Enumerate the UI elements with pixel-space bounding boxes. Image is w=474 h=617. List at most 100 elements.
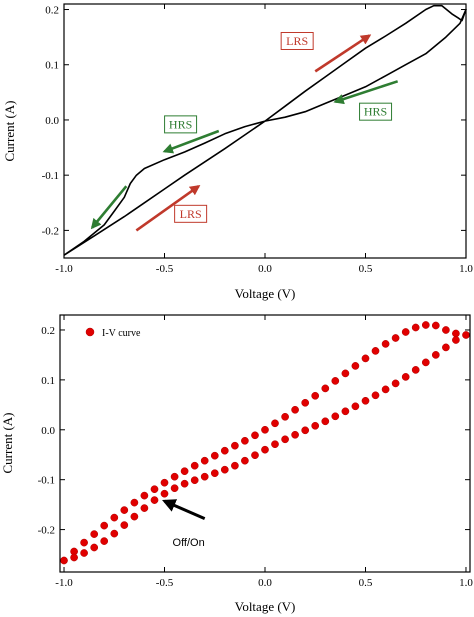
data-point [321,384,330,393]
arrow [162,499,206,520]
data-point [160,489,169,498]
data-point [442,343,450,352]
top-y-axis-label: Current (A) [2,100,17,161]
arrow [314,34,372,73]
top-plot-frame [63,3,467,259]
data-point [311,391,320,400]
top-iv-hysteresis-curve [63,4,467,256]
x-tick-label: 0.5 [359,263,373,275]
data-point [401,328,410,336]
x-tick-label: -0.5 [156,263,174,275]
data-point [150,485,159,494]
data-point [411,323,420,332]
bottom-plot-frame [59,314,471,573]
legend-label: I-V curve [102,328,141,339]
x-tick-label: -1.0 [55,577,73,589]
bottom-iv-scatter-points [60,321,470,565]
legend-marker [85,327,95,337]
data-point [190,461,199,470]
arrow [333,80,399,105]
data-point [200,456,209,465]
data-point [452,336,460,344]
annotation-label: Off/On [173,537,205,549]
y-tick-label: -0.2 [42,225,59,237]
data-point [341,407,350,416]
data-point [371,391,380,400]
bottom-arrows [162,499,206,520]
data-point [351,402,360,411]
bottom-y-axis-label: Current (A) [0,412,15,473]
y-tick-label: 0.1 [41,375,55,387]
state-label: HRS [169,117,192,131]
data-point [391,334,400,342]
data-point [411,366,420,374]
y-tick-label: 0.2 [41,325,55,337]
data-point [331,412,340,421]
y-tick-label: 0.0 [45,115,59,127]
data-point [271,440,279,449]
data-point [160,478,169,487]
data-point [442,326,450,334]
state-label-box [359,102,393,121]
data-point [401,373,410,381]
data-point [190,476,199,485]
data-point [421,358,430,367]
bottom-axis-ticks: -1.0 -0.5 0.0 0.5 1.0 -0.2 -0.1 0.0 0.1 0.2 [38,315,473,589]
data-point [431,321,440,330]
x-tick-label: 0.0 [258,263,272,275]
y-tick-label: -0.2 [38,525,55,537]
bottom-legend: I-V curve [85,327,141,339]
state-label: HRS [364,105,387,119]
data-point [120,506,129,514]
top-state-arrows [90,34,399,232]
arrow [90,185,128,230]
data-point [321,417,330,426]
top-state-labels: LRS HRS HRS LRS [164,31,393,223]
data-point [80,538,88,547]
data-point [281,435,289,444]
y-tick-label: 0.0 [41,425,55,437]
data-point [361,396,370,405]
data-point [241,436,249,445]
data-point [231,461,239,470]
y-tick-label: 0.1 [45,60,59,72]
data-point [200,472,209,481]
y-tick-label: -0.1 [42,170,59,182]
bottom-annotations: Off/On [173,537,205,549]
data-point [140,504,149,512]
data-point [70,553,78,562]
x-tick-label: 1.0 [459,577,473,589]
chart-bottom: -1.0 -0.5 0.0 0.5 1.0 -0.2 -0.1 0.0 0.1 0.2 Off/O… [0,314,473,614]
data-point [231,441,239,450]
data-point [291,430,299,439]
data-point [100,537,109,545]
data-point [120,521,129,529]
data-point [90,530,99,538]
data-point [220,465,229,474]
state-label: LRS [180,207,202,221]
data-point [241,456,249,465]
data-point [140,491,149,500]
data-point [180,479,189,488]
arrow [162,129,220,154]
top-x-axis-label: Voltage (V) [235,286,296,301]
data-point [110,529,119,538]
state-label: LRS [286,34,308,48]
arrow [135,185,201,232]
state-label-box [280,31,314,50]
x-tick-label: 1.0 [459,263,473,275]
data-point [261,445,269,454]
data-point [80,549,88,557]
x-tick-label: 0.5 [359,577,373,589]
state-label-box [174,204,208,223]
data-point [452,329,460,338]
data-point [281,412,289,421]
data-point [170,484,179,493]
data-point [301,426,310,435]
x-tick-label: 0.0 [258,577,272,589]
state-label-box [164,115,198,134]
data-point [431,351,440,359]
data-point [361,354,370,363]
bottom-x-axis-label: Voltage (V) [235,599,296,614]
